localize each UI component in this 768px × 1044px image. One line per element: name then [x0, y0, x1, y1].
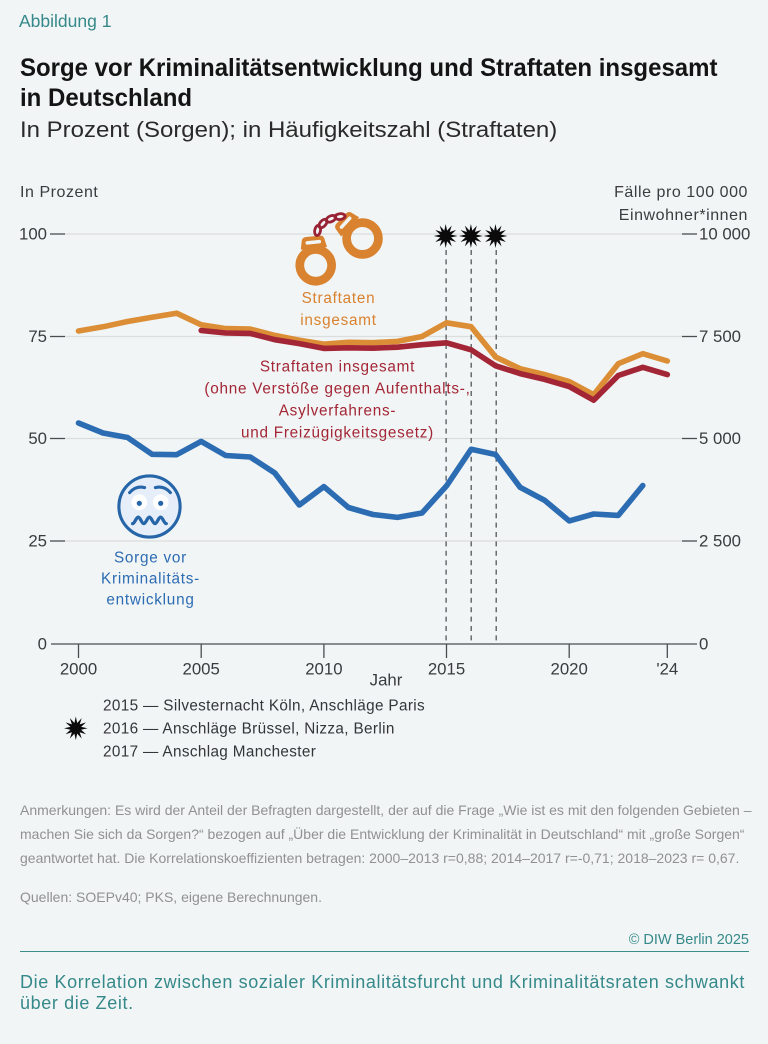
svg-text:50: 50 — [28, 429, 47, 448]
svg-text:2010: 2010 — [305, 660, 342, 679]
svg-text:entwicklung: entwicklung — [106, 592, 194, 609]
svg-text:7 500: 7 500 — [699, 327, 741, 346]
svg-text:100: 100 — [19, 225, 47, 244]
svg-text:'24: '24 — [656, 660, 678, 679]
svg-text:und Freizügigkeitsgesetz): und Freizügigkeitsgesetz) — [241, 424, 434, 441]
svg-text:Straftaten: Straftaten — [302, 290, 376, 307]
svg-text:Kriminalitäts-: Kriminalitäts- — [101, 571, 200, 588]
svg-text:2015 — Silvesternacht Köln, An: 2015 — Silvesternacht Köln, Anschläge Pa… — [103, 698, 425, 715]
svg-text:10 000: 10 000 — [699, 225, 750, 244]
svg-text:0: 0 — [699, 635, 708, 654]
svg-text:Asylverfahrens-: Asylverfahrens- — [279, 402, 397, 419]
svg-text:Fälle pro 100 000: Fälle pro 100 000 — [614, 184, 748, 201]
svg-text:2 500: 2 500 — [699, 532, 741, 551]
svg-text:2000: 2000 — [60, 660, 97, 679]
svg-text:Jahr: Jahr — [370, 671, 403, 690]
svg-text:insgesamt: insgesamt — [300, 312, 376, 329]
svg-text:2016 — Anschläge Brüssel, Nizz: 2016 — Anschläge Brüssel, Nizza, Berlin — [103, 721, 395, 738]
svg-text:Straftaten insgesamt: Straftaten insgesamt — [260, 358, 415, 375]
svg-text:Einwohner*innen: Einwohner*innen — [619, 207, 748, 224]
svg-text:In Prozent: In Prozent — [20, 184, 98, 201]
svg-text:75: 75 — [28, 327, 47, 346]
svg-text:(ohne Verstöße gegen Aufenthal: (ohne Verstöße gegen Aufenthalts-, — [204, 380, 470, 397]
svg-text:0: 0 — [38, 635, 47, 654]
svg-text:Sorge vor: Sorge vor — [114, 550, 187, 567]
svg-text:5 000: 5 000 — [699, 429, 741, 448]
svg-text:2015: 2015 — [428, 660, 465, 679]
svg-text:2020: 2020 — [551, 660, 588, 679]
svg-text:2005: 2005 — [183, 660, 220, 679]
svg-text:2017 — Anschlag Manchester: 2017 — Anschlag Manchester — [103, 744, 316, 761]
svg-text:25: 25 — [28, 532, 47, 551]
